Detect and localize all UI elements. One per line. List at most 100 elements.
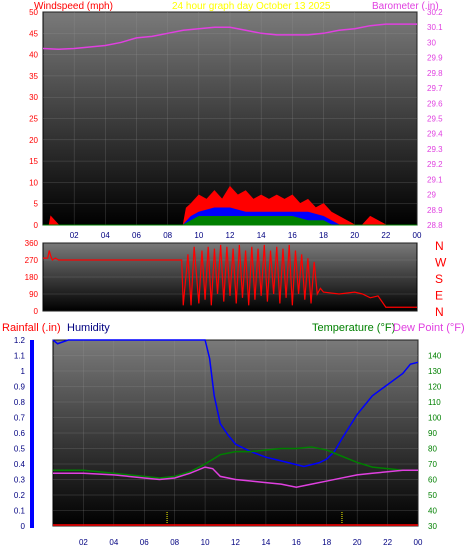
- windspeed-tick-label: 0: [34, 221, 39, 230]
- wind-panel-x-ticks: 02 04 06 08 10 12 14 16 18 20 22 00: [70, 231, 422, 240]
- windspeed-tick-label: 30: [29, 93, 38, 102]
- barometer-tick-label: 30: [427, 38, 436, 47]
- windspeed-axis-title: Windspeed (mph): [34, 1, 113, 12]
- direction-tick-labels: 0 90 180 270 360: [25, 239, 39, 316]
- rainfall-tick-labels: 0 0.1 0.2 0.3 0.4 0.5 0.6 0.7 0.8 0.9 1 1.1 1.2: [14, 336, 26, 531]
- wind-series: [42, 23, 417, 226]
- compass-label: S: [435, 272, 443, 286]
- rainfall-tick-label: 0.7: [14, 414, 26, 423]
- compass-label: N: [435, 305, 444, 319]
- temperature-tick-label: 120: [428, 383, 442, 392]
- barometer-tick-label: 29.3: [427, 145, 443, 154]
- wind-x-tick-label: 22: [381, 231, 390, 240]
- temperature-tick-label: 50: [428, 491, 437, 500]
- temperature-tick-label: 140: [428, 352, 442, 361]
- direction-tick-label: 180: [25, 273, 39, 282]
- temperature-tick-labels: 30 40 50 60 70 80 90 100 110 120 130 140: [428, 352, 442, 532]
- barometer-tick-label: 29.8: [427, 69, 443, 78]
- rainfall-tick-label: 0.8: [14, 398, 26, 407]
- windspeed-tick-label: 35: [29, 72, 38, 81]
- dew-point-line: [53, 466, 418, 489]
- rainfall-tick-label: 0.5: [14, 445, 26, 454]
- barometer-tick-labels: 28.8 28.9 29 29.1 29.2 29.3 29.4 29.5 29.6 29.7 29…: [427, 8, 443, 230]
- dew-point-axis-title: Dew Point (°F): [393, 322, 465, 334]
- direction-tick-label: 90: [29, 290, 38, 299]
- rainfall-tick-label: 1.1: [14, 352, 26, 361]
- wind-x-tick-label: 08: [163, 231, 172, 240]
- barometer-line: [42, 23, 417, 51]
- rain-x-tick-label: 20: [353, 538, 362, 547]
- rain-x-tick-label: 14: [261, 538, 270, 547]
- rain-x-tick-label: 00: [414, 538, 423, 547]
- barometer-tick-label: 29.5: [427, 115, 443, 124]
- wind-x-tick-label: 06: [132, 231, 141, 240]
- humidity-axis-title: Humidity: [67, 322, 110, 334]
- windspeed-tick-label: 15: [29, 157, 38, 166]
- compass-label: E: [435, 289, 443, 303]
- barometer-tick-label: 29.1: [427, 175, 443, 184]
- compass-label: N: [435, 239, 444, 253]
- rain-x-tick-label: 10: [201, 538, 210, 547]
- wind-series-area: [43, 215, 417, 226]
- barometer-tick-label: 30.2: [427, 8, 443, 17]
- rainfall-tick-label: 0.9: [14, 383, 26, 392]
- rain-panel-series: [52, 339, 419, 526]
- wind-x-tick-label: 18: [319, 231, 328, 240]
- windspeed-tick-label: 25: [29, 115, 38, 124]
- rain-x-tick-label: 08: [170, 538, 179, 547]
- rain-x-tick-label: 22: [383, 538, 392, 547]
- rainfall-tick-label: 0.2: [14, 491, 26, 500]
- windspeed-tick-label: 10: [29, 178, 38, 187]
- barometer-tick-label: 29: [427, 191, 436, 200]
- barometer-tick-label: 29.7: [427, 84, 443, 93]
- temperature-tick-label: 90: [428, 429, 437, 438]
- rainfall-tick-label: 0.3: [14, 476, 26, 485]
- direction-tick-label: 360: [25, 239, 39, 248]
- windspeed-tick-labels: 0 5 10 15 20 25 30 35 40 45 50: [29, 8, 38, 230]
- graph-title: 24 hour graph day October 13 2025: [172, 1, 331, 12]
- rain-x-tick-label: 02: [79, 538, 88, 547]
- windspeed-tick-label: 5: [34, 200, 39, 209]
- rainfall-tick-label: 0.6: [14, 429, 26, 438]
- temperature-tick-label: 30: [428, 522, 437, 531]
- temperature-tick-label: 130: [428, 367, 442, 376]
- wind-x-tick-label: 10: [194, 231, 203, 240]
- barometer-tick-label: 30.1: [427, 23, 443, 32]
- barometer-tick-label: 29.4: [427, 130, 443, 139]
- rain-x-tick-label: 06: [140, 538, 149, 547]
- rain-x-tick-label: 12: [231, 538, 240, 547]
- temperature-line: [53, 446, 418, 479]
- wind-x-tick-label: 12: [226, 231, 235, 240]
- wind-x-tick-label: 00: [413, 231, 422, 240]
- humidity-line: [52, 339, 419, 468]
- rain-panel-x-ticks: 02 04 06 08 10 12 14 16 18 20 22 00: [79, 538, 423, 547]
- direction-line: [43, 244, 417, 308]
- temperature-tick-label: 70: [428, 460, 437, 469]
- rain-humidity-temperature-panel: 0 0.1 0.2 0.3 0.4 0.5 0.6 0.7 0.8 0.9 1 1.1 1.2 30 40…: [14, 336, 442, 547]
- barometer-tick-label: 29.6: [427, 99, 443, 108]
- wind-x-tick-label: 20: [350, 231, 359, 240]
- barometer-tick-label: 28.8: [427, 221, 443, 230]
- temperature-tick-label: 60: [428, 476, 437, 485]
- rainfall-tick-label: 0.1: [14, 507, 26, 516]
- rainfall-tick-label: 1.2: [14, 336, 26, 345]
- temperature-tick-label: 100: [428, 414, 442, 423]
- barometer-tick-label: 29.9: [427, 54, 443, 63]
- direction-series: [43, 244, 417, 308]
- rain-x-tick-label: 18: [322, 538, 331, 547]
- windspeed-tick-label: 50: [29, 8, 38, 17]
- wind-x-tick-label: 04: [101, 231, 110, 240]
- barometer-tick-label: 28.9: [427, 206, 443, 215]
- rainfall-tick-label: 0.4: [14, 460, 26, 469]
- rainfall-tick-label: 1: [21, 367, 26, 376]
- windspeed-tick-label: 45: [29, 29, 38, 38]
- rain-x-tick-label: 04: [109, 538, 118, 547]
- compass-label: W: [435, 256, 447, 270]
- wind-x-tick-label: 16: [288, 231, 297, 240]
- wind-x-tick-label: 14: [257, 231, 266, 240]
